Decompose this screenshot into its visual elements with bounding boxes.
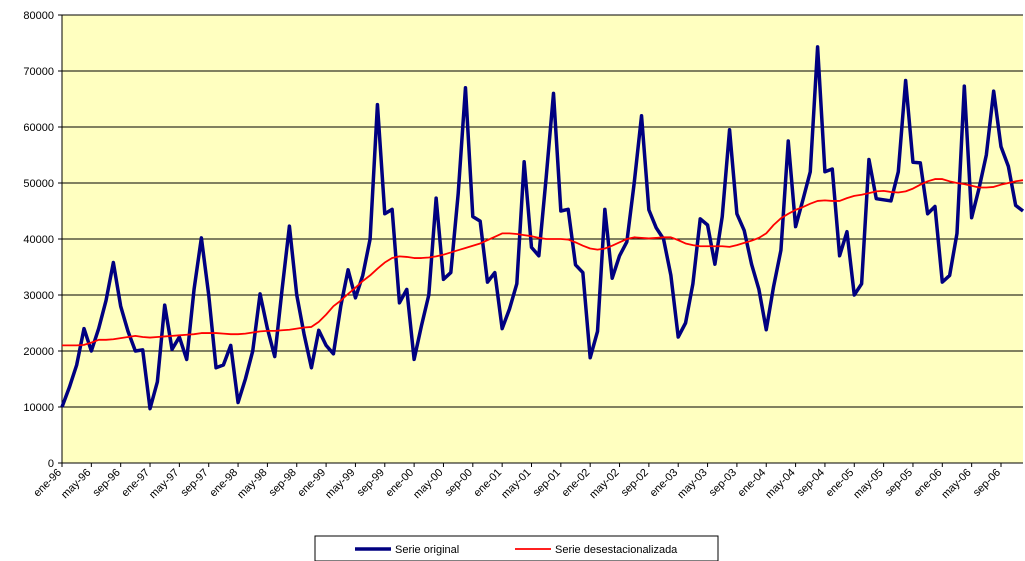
legend-label: Serie original [395, 544, 459, 556]
x-tick-label: ene-98 [207, 467, 240, 500]
y-tick-label: 50000 [23, 178, 54, 190]
x-tick-label: sep-97 [179, 467, 211, 499]
x-tick-label: may-99 [323, 467, 357, 501]
x-tick-label: ene-06 [912, 467, 945, 500]
x-tick-label: sep-99 [355, 467, 387, 499]
x-tick-label: ene-05 [824, 467, 857, 500]
y-tick-label: 30000 [23, 290, 54, 302]
x-tick-label: ene-99 [295, 467, 328, 500]
x-tick-label: sep-02 [619, 467, 651, 499]
x-tick-label: may-02 [587, 467, 621, 501]
x-tick-label: sep-04 [795, 467, 827, 499]
x-tick-label: sep-98 [267, 467, 299, 499]
y-tick-label: 60000 [23, 122, 54, 134]
y-tick-label: 20000 [23, 346, 54, 358]
x-tick-label: may-06 [939, 467, 973, 501]
y-tick-label: 0 [48, 458, 54, 470]
x-tick-label: may-01 [499, 467, 533, 501]
series-line [60, 45, 1025, 411]
x-tick-label: ene-04 [736, 467, 769, 500]
x-tick-label: ene-97 [119, 467, 152, 500]
y-tick-label: 40000 [23, 234, 54, 246]
x-tick-label: sep-00 [443, 467, 475, 499]
legend-label: Serie desestacionalizada [555, 544, 678, 556]
x-tick-label: sep-06 [971, 467, 1003, 499]
x-tick-label: may-04 [763, 467, 797, 501]
x-tick-label: may-00 [411, 467, 445, 501]
x-tick-label: ene-03 [648, 467, 681, 500]
x-tick-label: may-96 [59, 467, 93, 501]
x-tick-label: sep-96 [91, 467, 123, 499]
x-tick-label: ene-01 [472, 467, 505, 500]
x-tick-label: ene-00 [384, 467, 417, 500]
x-tick-label: ene-02 [560, 467, 593, 500]
series-line [62, 178, 1024, 347]
y-tick-label: 10000 [23, 402, 54, 414]
x-tick-label: ene-96 [31, 467, 64, 500]
x-tick-label: may-05 [851, 467, 885, 501]
x-tick-label: sep-05 [883, 467, 915, 499]
y-tick-label: 70000 [23, 66, 54, 78]
x-tick-label: sep-01 [531, 467, 563, 499]
x-tick-label: may-98 [235, 467, 269, 501]
x-tick-label: may-03 [675, 467, 709, 501]
x-tick-label: may-97 [147, 467, 181, 501]
x-tick-label: sep-03 [707, 467, 739, 499]
y-tick-label: 80000 [23, 10, 54, 22]
